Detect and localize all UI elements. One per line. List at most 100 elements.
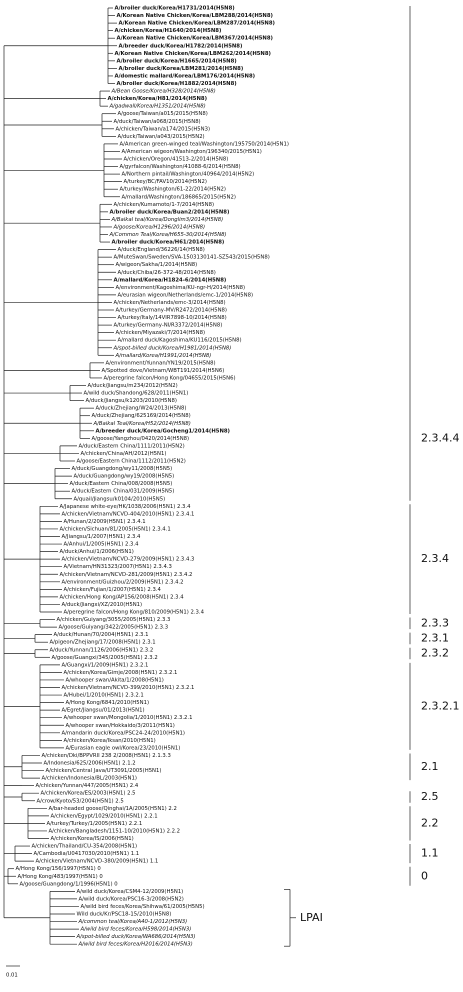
leaf-label: A/gadwall/Korea/H1351/2014(H5N8) bbox=[109, 104, 206, 110]
leaf-label: A/Anhui/1/2005(H5N1) 2.3.4 bbox=[64, 542, 140, 548]
leaf-label: A/chicken/China/AH/2012(H5N1) bbox=[81, 451, 167, 457]
leaf-label: A/chicken/Hong Kong/AP156/2008(H5N1) 2.3… bbox=[60, 594, 185, 600]
leaf-label: A/mallard/Korea/H1824-6/2014(H5N8) bbox=[114, 277, 227, 283]
leaf-label: A/Spotted dove/Vietnam/WBT191/2014(H5N6) bbox=[102, 368, 225, 374]
leaf-label: A/eurasian wigeon/Netherlands/emc-1/2014… bbox=[118, 292, 254, 298]
clade-label: 2.3.2 bbox=[421, 647, 449, 660]
clade-label: 2.3.4 bbox=[421, 552, 449, 565]
leaf-label: A/duck/Taiwan/a043/2015(H5N2) bbox=[118, 134, 205, 140]
clade-label: 1.1 bbox=[421, 847, 439, 860]
leaf-label: A/chicken/Korea/H81/2014(H5N8) bbox=[108, 96, 208, 102]
leaf-label: A/duck/Yunnan/1126/2006(H5N1) 2.3.2 bbox=[50, 647, 154, 653]
leaf-label: A/goose/Guangdong/1/1996(H5N1) 0 bbox=[20, 881, 119, 887]
leaf-label: A/chicken/Taiwan/a174/2015(H5N3) bbox=[116, 126, 211, 132]
leaf-label: A/Korean Native Chicken/Korea/LBM288/201… bbox=[117, 13, 273, 19]
leaf-label: A/wild duck/Korea/PSC16-3/2008(H5N2) bbox=[79, 896, 184, 902]
leaf-label: A/quail/Jiangsu/k0104/2010(H5N5) bbox=[74, 496, 166, 502]
scale-label: 0.01 bbox=[6, 973, 18, 979]
leaf-label: A/duck/Eastern China/031/2009(H5N5) bbox=[72, 489, 175, 495]
leaf-label: A/duck/Jiangxi/XZ/2010(H5N1) bbox=[62, 602, 143, 608]
leaf-label: A/Japanese white-eye/HK/1038/2006(H5N1) … bbox=[60, 504, 192, 510]
leaf-label: A/chicken/Korea/H1640/2014(H5N8) bbox=[115, 28, 222, 34]
leaf-label: A/crow/Kyoto/53/2004(H5N1) 2.5 bbox=[37, 798, 124, 804]
leaf-label: A/Baikal teal/Korea/Donglim3/2014(H5N8) bbox=[111, 217, 224, 223]
leaf-label: A/pigeon/Zhejiang/17/2008(H5N1) 2.3.1 bbox=[50, 640, 156, 646]
leaf-label: A/wild bird feces/Korea/H2016/2014(H5N3) bbox=[78, 942, 193, 948]
clade-label: 2.1 bbox=[421, 760, 439, 773]
leaf-label: A/chicken/Korea/Iksan/2010(H5N1) bbox=[64, 738, 156, 744]
leaf-label: A/duck/Zhejiang/625169/2014(H5N8) bbox=[92, 413, 191, 419]
leaf-label: A/chicken/Netherlands/emc-3/2014(H5N8) bbox=[114, 300, 226, 306]
leaf-label: A/duck/Anhui/1/2006(H5N1) bbox=[60, 549, 134, 555]
leaf-label: A/environment/Yunnan/YN19/2015(H5N8) bbox=[106, 360, 216, 366]
leaf-label: A/chicken/Egypt/1029/2010(H5N1) 2.2.1 bbox=[51, 813, 158, 819]
leaf-label: A/Korean Native Chicken/Korea/LBM262/201… bbox=[115, 51, 271, 57]
leaf-label: A/duck/Chiba/26-372-48/2014(H5N8) bbox=[118, 270, 216, 276]
leaf-label: A/Hunan/2/2009(H5N1) 2.3.4.1 bbox=[64, 519, 146, 525]
leaf-label: A/environment/Guizhou/2/2009(H5N1) 2.3.4… bbox=[62, 579, 184, 585]
leaf-label: A/peregrine falcon/Hong Kong/04655/2015(… bbox=[104, 375, 236, 381]
leaf-label: A/American wigeon/Washington/196340/2015… bbox=[122, 149, 262, 155]
clade-label: 2.5 bbox=[421, 790, 439, 803]
clade-label: 2.3.1 bbox=[421, 631, 449, 644]
leaf-label: A/breeder duck/Korea/H1782/2014(H5N8) bbox=[119, 43, 243, 49]
leaf-label: A/duck/Eastern China/008/2008(H5N5) bbox=[70, 481, 173, 487]
leaf-label: A/Hong Kong/156/1997(H5N1) 0 bbox=[16, 866, 102, 872]
leaf-label: A/whooper swan/Mongolia/1/2010(H5N1) 2.3… bbox=[64, 715, 193, 721]
leaf-label: A/turkey/Germany-NI/R3372/2014(H5N8) bbox=[114, 323, 223, 329]
tree-branches bbox=[3, 7, 122, 945]
leaf-label: A/spot-billed duck/Korea/H1981/2014(H5N8… bbox=[113, 345, 232, 351]
leaf-label: A/Jiangsu/1/2007(H5N1) 2.3.4 bbox=[62, 534, 142, 540]
leaf-label: A/broiler duck/Korea/LBM281/2014(H5N8) bbox=[119, 66, 244, 72]
leaf-label: A/goose/Yangzhou/0420/2014(H5N8) bbox=[92, 436, 190, 442]
leaf-label: A/chicken/Central Java/UT3091/2005(H5N1) bbox=[46, 768, 162, 774]
leaf-label: A/broiler duck/Korea/Buan2/2014(H5N8) bbox=[110, 209, 230, 215]
leaf-label: A/Baikal Teal/Korea/H52/2014(H5N8) bbox=[93, 421, 191, 427]
leaf-label: A/turkey/Washington/61-22/2014(H5N2) bbox=[120, 187, 226, 193]
leaf-label: A/chicken/Kumamoto/1-7/2014(H5N8) bbox=[114, 202, 215, 208]
leaf-label: A/Cambodia/U0417030/2010(H5N1) 1.1 bbox=[34, 851, 140, 857]
leaf-label: A/chicken/Thailand/CU-354/2008(H5N1) bbox=[32, 844, 138, 850]
leaf-label: A/chicken/Vietnam/NCVD-279/2009(H5N1) 2.… bbox=[62, 557, 195, 563]
leaf-label: A/duck/Jiangsu/m234/2012(H5N2) bbox=[88, 383, 178, 389]
leaf-label: A/mallard/Washington/186865/2015(H5N2) bbox=[122, 194, 236, 200]
leaf-label: A/wild duck/Korea/CSM4-12/2009(H5N1) bbox=[77, 889, 184, 895]
leaf-label: A/wild duck/Shandong/628/2011(H5N1) bbox=[84, 391, 189, 397]
leaf-label: A/duck/Jiangsu/k1203/2010(H5N8) bbox=[86, 398, 177, 404]
leaf-label: A/chicken/Yunnan/447/2005(H5N1) 2.4 bbox=[36, 783, 139, 789]
leaf-label: A/Egret/Jiangsu/01/2013(H5N1) bbox=[62, 708, 145, 714]
leaf-label: A/wigeon/Sakha/1/2014(H5N8) bbox=[116, 262, 198, 268]
leaf-label: A/chicken/Korea/ES/2003(H5N1) 2.5 bbox=[41, 791, 136, 797]
clade-label: 2.3.4.4 bbox=[421, 431, 459, 444]
leaf-label: A/duck/Guangdong/wy11/2008(H5N5) bbox=[72, 466, 173, 472]
leaf-label: A/Korean Native Chicken/Korea/LBM287/201… bbox=[119, 21, 275, 27]
leaf-label: A/turkey/Italy/14VIR7898-10/2014(H5N8) bbox=[118, 315, 227, 321]
leaf-label: A/environment/Kagoshima/KU-ngr-H/2014(H5… bbox=[116, 285, 246, 291]
leaf-label: A/whooper swan/Hokkaido/3/2011(H5N1) bbox=[66, 723, 175, 729]
leaf-labels: A/broiler duck/Korea/H1731/2014(H5N8)A/K… bbox=[16, 6, 289, 948]
leaf-label: A/peregrine falcon/Hong Kong/810/2009(H5… bbox=[64, 610, 205, 616]
leaf-label: A/Hong Kong/483/1997(H5N1) 0 bbox=[18, 874, 104, 880]
leaf-label: A/gyrfalcon/Washington/41088-6/2014(H5N8… bbox=[120, 164, 241, 170]
leaf-label: A/turkey/Turkey/1/2005(H5N1) 2.2.1 bbox=[47, 821, 143, 827]
leaf-label: A/chicken/Vietnam/NCVD-399/2010(H5N1) 2.… bbox=[62, 685, 195, 691]
leaf-label: A/wild bird feces/Korea/H598/2014(H5N3) bbox=[80, 927, 192, 933]
leaf-label: A/chicken/Fujian/1/2007(H5N1) 2.3.4 bbox=[64, 587, 162, 593]
leaf-label: A/duck/Zhejiang/W24/2013(H5N8) bbox=[96, 406, 187, 412]
leaf-label: A/chicken/Indonesia/BL/2003(H5N1) bbox=[42, 776, 137, 782]
leaf-label: A/goose/Taiwan/a015/2015(H5N8) bbox=[118, 111, 208, 117]
clade-brackets: 2.3.4.4 2.3.4 2.3.3 2.3.1 2.3.2 2.3.2.1 2.1 2.5… bbox=[284, 6, 459, 947]
leaf-label: A/Common Teal/Korea/H655-30/2014(H5N8) bbox=[109, 232, 227, 238]
clade-label: 2.3.3 bbox=[421, 616, 449, 629]
leaf-label: A/Hong Kong/6841/2010(H5N1) bbox=[66, 700, 150, 706]
leaf-label: A/Bean Goose/Korea/H328/2014(H5N8) bbox=[111, 89, 216, 95]
clade-label: LPAI bbox=[300, 911, 323, 924]
leaf-label: A/common teal/Korea/A40-1/2012(H5N3) bbox=[78, 919, 188, 925]
leaf-label: A/bar-headed goose/Qinghai/1A/2005(H5N1)… bbox=[49, 806, 177, 812]
leaf-label: A/broiler duck/Korea/H1882/2014(H5N8) bbox=[117, 81, 237, 87]
leaf-label: A/broiler duck/Korea/H1665/2014(H5N8) bbox=[117, 58, 237, 64]
leaf-label: A/duck/Hunan/70/2004(H5N1) 2.3.1 bbox=[54, 632, 149, 638]
clade-label: 0 bbox=[421, 869, 428, 882]
